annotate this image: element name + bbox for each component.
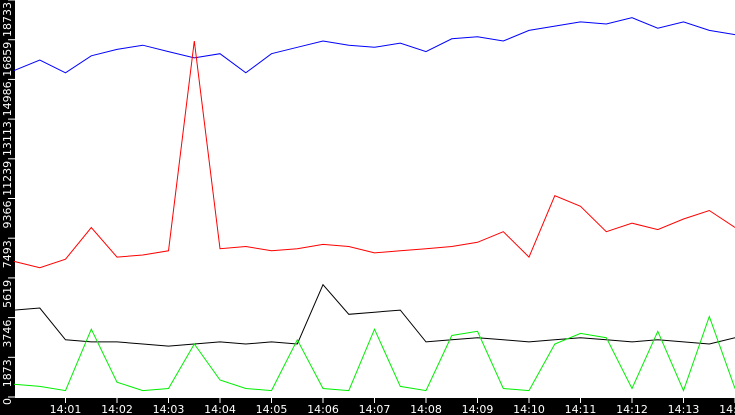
x-tick-label: 14:14 [719,403,735,415]
y-tick-label: 1873 [1,359,14,387]
y-tick-label: 13113 [1,121,14,156]
x-tick-label: 14:09 [462,403,494,415]
y-tick-label: 18733 [1,2,14,37]
x-tick-label: 14:05 [256,403,288,415]
x-axis: 14:01 14:02 14:03 14:04 14:05 14:06 14:07 14:08… [50,398,735,415]
y-tick-label: 11239 [1,161,14,196]
series-line-1 [13,40,735,269]
y-tick-label: 5619 [1,280,14,308]
x-tick-label: 14:12 [616,403,648,415]
x-tick-label: 14:01 [50,403,82,415]
y-tick-label: 14986 [1,81,14,116]
x-tick-label: 14:04 [204,403,236,415]
y-tick-label: 0 [1,398,14,405]
y-tick-label: 7493 [1,240,14,268]
x-tick-label: 14:02 [101,403,133,415]
x-axis-bar [0,398,735,415]
x-tick-label: 14:03 [153,403,185,415]
y-tick-label: 3746 [1,320,14,348]
y-axis: 0 1873 3746 5619 7493 9366 11239 13113 14986 1685… [1,0,15,405]
series-group [13,17,735,392]
series-line-3 [13,314,735,392]
y-tick-label: 9366 [1,201,14,229]
x-tick-label: 14:10 [513,403,545,415]
x-tick-label: 14:08 [410,403,442,415]
x-tick-label: 14:06 [307,403,339,415]
x-tick-label: 14:13 [668,403,700,415]
y-tick-label: 16859 [1,42,14,77]
series-line-0 [13,17,735,74]
x-tick-label: 14:11 [565,403,597,415]
series-line-2 [13,283,735,347]
y-axis-bar [0,0,15,415]
x-tick-label: 14:07 [359,403,391,415]
